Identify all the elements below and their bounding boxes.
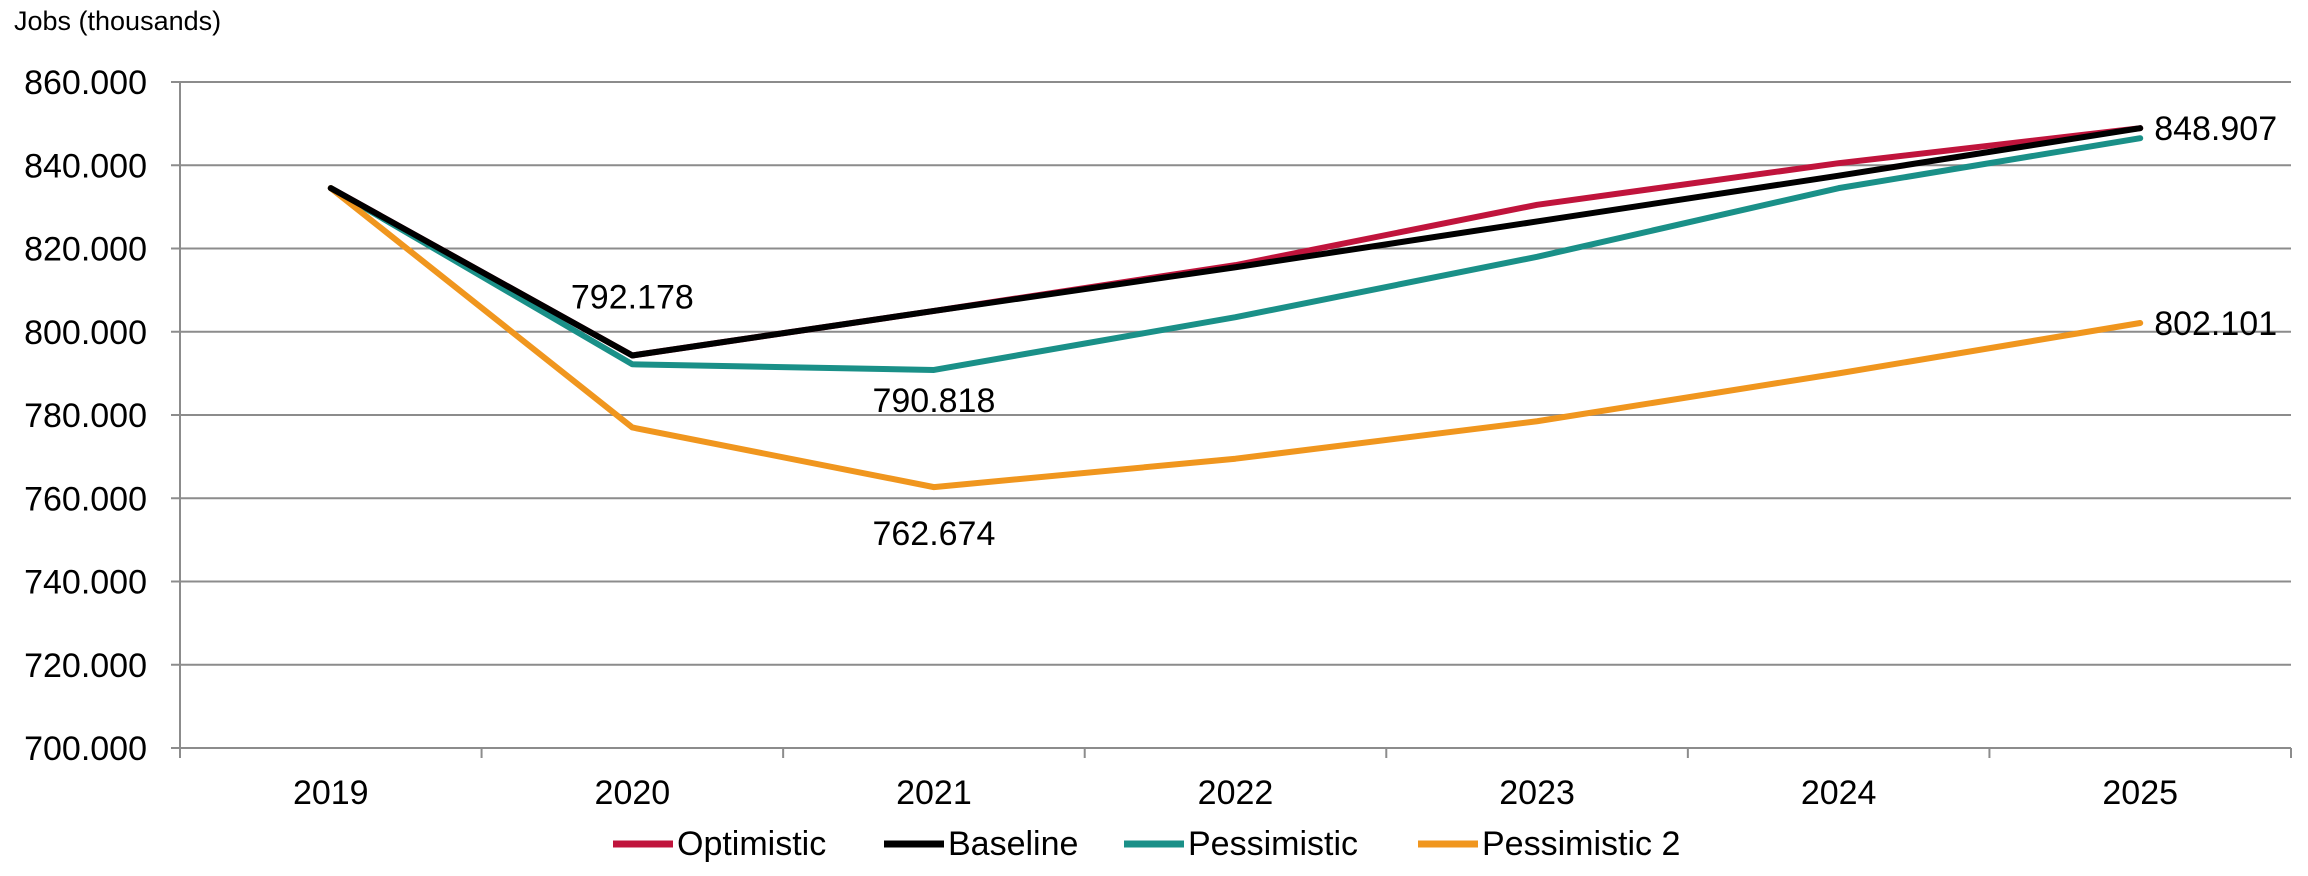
legend-label: Pessimistic bbox=[1188, 825, 1358, 863]
y-tick-label: 700.000 bbox=[24, 730, 147, 768]
y-tick-label: 820.000 bbox=[24, 231, 147, 269]
x-axis-ticks: 2019 2020 2021 2022 2023 2024 2025 bbox=[179, 748, 2292, 812]
x-tick-label: 2023 bbox=[1499, 774, 1575, 812]
x-tick-label: 2019 bbox=[293, 774, 369, 812]
x-tick-label: 2021 bbox=[896, 774, 972, 812]
y-tick-label: 740.000 bbox=[24, 564, 147, 602]
series-line-baseline bbox=[327, 125, 2144, 359]
series-lines bbox=[327, 125, 2144, 491]
data-label: 790.818 bbox=[872, 382, 995, 420]
legend-item-pessimistic-2: Pessimistic 2 bbox=[1418, 825, 1680, 863]
y-tick-label: 780.000 bbox=[24, 397, 147, 435]
y-axis-ticks: 700.000 720.000 740.000 760.000 780.000 800.0… bbox=[24, 64, 180, 768]
x-tick-label: 2025 bbox=[2102, 774, 2178, 812]
legend: Optimistic Baseline Pessimistic Pessimistic… bbox=[613, 825, 1680, 863]
y-tick-label: 720.000 bbox=[24, 647, 147, 685]
data-label: 762.674 bbox=[872, 515, 995, 553]
y-tick-label: 840.000 bbox=[24, 147, 147, 185]
data-labels: 792.178 790.818 762.674 848.907 802.101 bbox=[571, 110, 2277, 553]
series-line-pessimistic bbox=[327, 135, 2144, 373]
data-label: 792.178 bbox=[571, 278, 694, 316]
series-line-pessimistic-2 bbox=[327, 185, 2144, 491]
series-line-optimistic bbox=[327, 125, 2144, 359]
x-tick-label: 2024 bbox=[1801, 774, 1877, 812]
gridlines bbox=[180, 81, 2291, 666]
legend-label: Optimistic bbox=[677, 825, 826, 863]
data-label: 848.907 bbox=[2154, 110, 2277, 148]
legend-label: Baseline bbox=[948, 825, 1078, 863]
y-tick-label: 860.000 bbox=[24, 64, 147, 102]
legend-label: Pessimistic 2 bbox=[1482, 825, 1680, 863]
legend-item-pessimistic: Pessimistic bbox=[1124, 825, 1358, 863]
data-label: 802.101 bbox=[2154, 305, 2277, 343]
x-tick-label: 2020 bbox=[595, 774, 671, 812]
x-tick-label: 2022 bbox=[1198, 774, 1274, 812]
y-tick-label: 760.000 bbox=[24, 480, 147, 518]
y-tick-label: 800.000 bbox=[24, 314, 147, 352]
legend-item-baseline: Baseline bbox=[884, 825, 1078, 863]
y-axis-title: Jobs (thousands) bbox=[14, 6, 221, 36]
legend-item-optimistic: Optimistic bbox=[613, 825, 826, 863]
